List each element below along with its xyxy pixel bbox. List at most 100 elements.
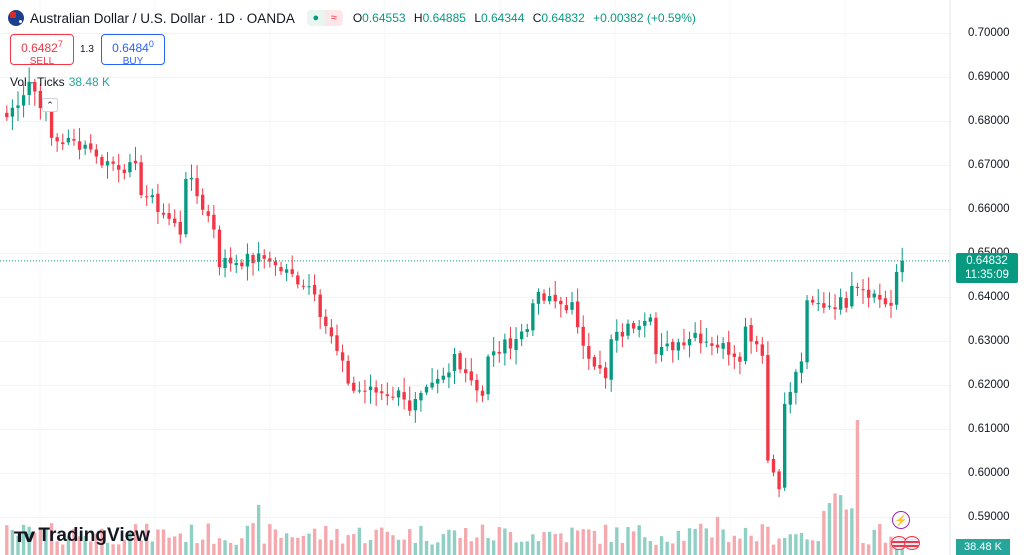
candle-body (547, 296, 552, 302)
us-flag-event-icon[interactable] (904, 536, 920, 550)
candle-body (480, 390, 485, 396)
candle-body (284, 269, 289, 273)
volume-legend[interactable]: Vol · Ticks 38.48 K (10, 75, 110, 89)
candle-body (894, 271, 899, 305)
candle-body (626, 323, 630, 336)
tradingview-logo-icon: ᴛⅴ (14, 525, 35, 547)
sell-button[interactable]: 0.64827 SELL (10, 34, 74, 67)
volume-bar (755, 541, 759, 555)
candle-body (850, 285, 854, 307)
candle-body (335, 335, 339, 351)
volume-bar (408, 529, 412, 555)
volume-bar (178, 533, 182, 555)
volume-bar (861, 543, 865, 555)
candle-body (262, 255, 266, 259)
volume-bar (587, 529, 591, 555)
volume-bar (570, 527, 574, 555)
tradingview-logo[interactable]: ᴛⅴ TradingView (14, 525, 150, 547)
candle-body (699, 333, 703, 344)
candle-body (206, 211, 210, 216)
volume-bar (659, 536, 664, 555)
candle-body (33, 82, 37, 92)
candle-body (810, 299, 815, 303)
candle-body (536, 291, 541, 304)
volume-bar (128, 531, 132, 555)
candle-body (368, 386, 373, 391)
volume-bar (161, 529, 166, 555)
candle-body (117, 165, 121, 170)
candle-body (413, 399, 418, 411)
volume-bar (447, 529, 451, 555)
symbol-title[interactable]: Australian Dollar / U.S. Dollar · 1D · O… (30, 10, 295, 26)
volume-bar (402, 539, 406, 555)
volume-bar (531, 534, 535, 555)
candle-body (592, 357, 597, 367)
volume-bar (318, 539, 322, 555)
volume-bar (794, 534, 798, 555)
volume-bar (464, 528, 468, 555)
volume-bar (368, 539, 373, 555)
volume-bar (111, 544, 115, 555)
volume-bar (699, 523, 703, 555)
volume-bar (738, 538, 742, 555)
approx-icon[interactable]: ≈ (324, 10, 343, 26)
candle-body (100, 157, 104, 166)
candle-body (503, 339, 507, 354)
candle-body (587, 346, 591, 359)
volume-bar (637, 525, 641, 555)
buy-button[interactable]: 0.64840 BUY (101, 34, 165, 67)
candle-body (178, 221, 182, 235)
candle-body (464, 369, 468, 374)
volume-bar (788, 534, 792, 555)
candle-body (385, 394, 390, 397)
candle-body (609, 339, 613, 380)
candle-body (145, 196, 149, 198)
volume-bar (363, 543, 367, 555)
candle-body (581, 326, 585, 346)
volume-bar (805, 539, 809, 555)
candle-body (827, 305, 832, 307)
candle-body (83, 144, 87, 149)
volume-bar (268, 524, 272, 555)
volume-bar (346, 535, 350, 555)
volume-bar (245, 525, 250, 555)
volume-bar (631, 531, 636, 555)
candle-body (631, 323, 636, 329)
candle-body (256, 253, 261, 262)
candle-body (77, 141, 82, 150)
candle-body (408, 400, 412, 411)
status-toggles[interactable]: ● ≈ (306, 10, 343, 26)
volume-bar (430, 544, 434, 555)
candle-body (312, 284, 317, 295)
candle-body (402, 392, 406, 400)
volume-bar (5, 525, 9, 555)
candle-body (715, 344, 720, 348)
volume-bar (564, 542, 569, 555)
australia-flag-icon (8, 10, 24, 26)
candle-body (21, 95, 26, 106)
candle-body (424, 386, 429, 393)
candle-body (352, 382, 356, 391)
candle-body (441, 375, 445, 380)
candle-body (189, 178, 194, 180)
volume-bar (195, 543, 199, 555)
collapse-chevron-icon[interactable]: ⌃ (42, 98, 58, 112)
candle-body (10, 107, 15, 117)
candle-body (38, 90, 43, 109)
volume-bar (486, 538, 490, 555)
market-open-dot-icon[interactable]: ● (306, 10, 325, 26)
volume-bar (89, 541, 93, 555)
candle-body (872, 293, 876, 298)
ohlc-values: O0.64553 H0.64885 L0.64344 C0.64832 +0.0… (352, 11, 696, 25)
lightning-icon[interactable]: ⚡ (892, 511, 910, 529)
volume-bar (340, 543, 345, 555)
volume-bar (262, 543, 266, 555)
candle-body (861, 289, 865, 291)
candle-body (671, 341, 675, 351)
candle-body (682, 342, 686, 346)
candle-body (531, 303, 535, 331)
volume-bar (189, 524, 194, 555)
candle-body (105, 161, 110, 166)
candle-body (637, 326, 641, 330)
